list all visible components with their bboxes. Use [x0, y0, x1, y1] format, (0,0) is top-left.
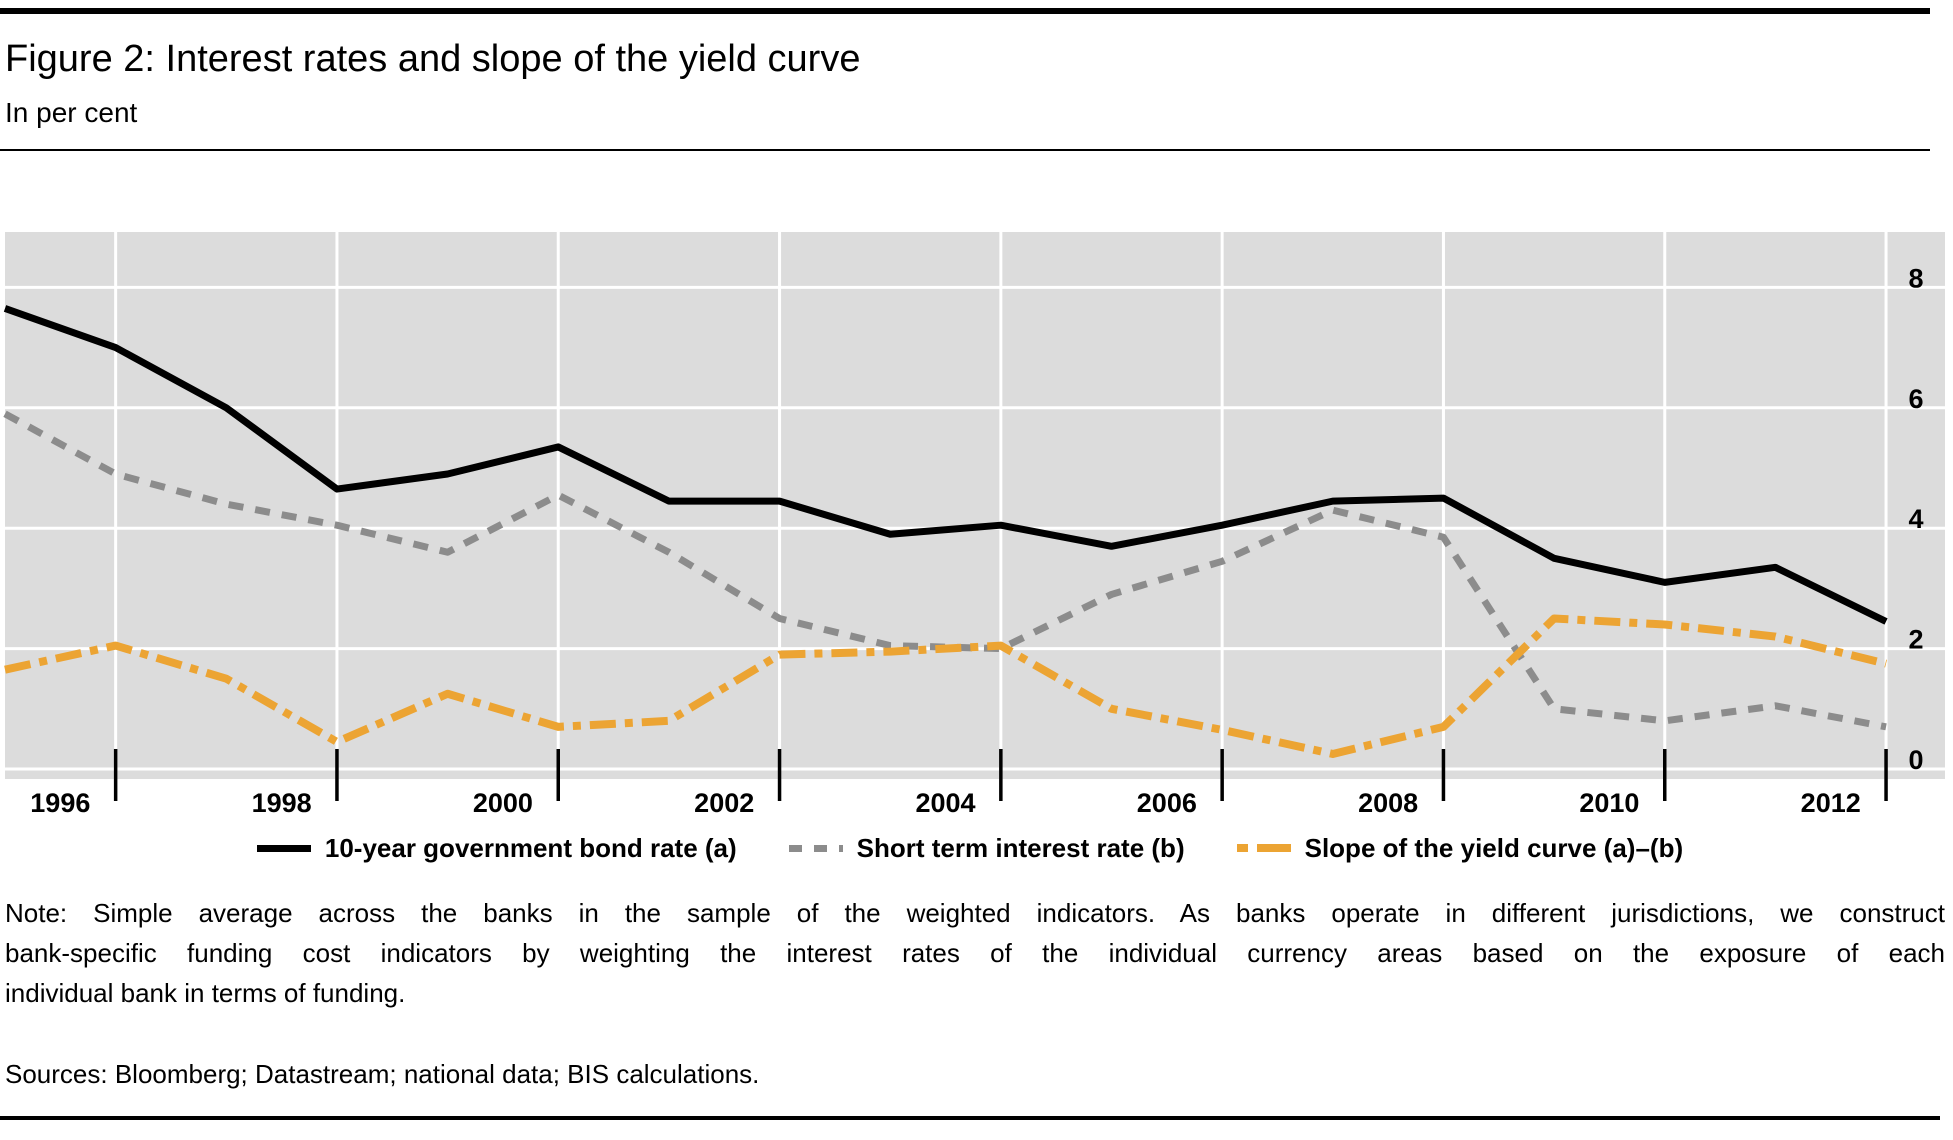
x-axis-label: 2006 — [1137, 788, 1197, 818]
legend-label: 10-year government bond rate (a) — [324, 832, 737, 863]
series-line-2 — [4, 614, 1888, 758]
chart-legend: 10-year government bond rate (a) Short t… — [0, 829, 1940, 867]
solid-line-swatch-icon — [256, 844, 311, 852]
y-axis-label: 6 — [1908, 384, 1923, 414]
y-axis-label: 2 — [1908, 625, 1923, 655]
series-line-1 — [3, 410, 1887, 731]
x-axis-label: 2000 — [473, 788, 533, 818]
dashed-line-swatch-icon — [788, 844, 843, 852]
note-line: individual bank in terms of funding. — [5, 978, 406, 1008]
legend-label: Short term interest rate (b) — [856, 832, 1185, 863]
page-subtitle: In per cent — [5, 97, 138, 128]
x-axis-label: 1996 — [30, 788, 90, 818]
line-chart: 1996 1998 2000 2002 2004 2006 2008 2010 2012 0 2 4 6… — [3, 232, 1945, 818]
header-divider — [0, 149, 1930, 151]
legend-label: Slope of the yield curve (a)–(b) — [1304, 832, 1684, 863]
y-axis-label: 0 — [1908, 745, 1923, 775]
x-axis-label: 2010 — [1579, 788, 1639, 818]
bottom-rule — [0, 1116, 1940, 1120]
legend-item-bond-rate: 10-year government bond rate (a) — [256, 832, 737, 864]
note-line: bank-specific funding cost indicators by… — [5, 938, 1945, 968]
y-axis-label: 8 — [1908, 263, 1923, 293]
sources-text: Sources: Bloomberg; Datastream; national… — [5, 1059, 760, 1089]
note-text: Note: Simple average across the banks in… — [5, 893, 1945, 1013]
y-axis-label: 4 — [1908, 504, 1923, 534]
series-line-0 — [3, 305, 1888, 625]
x-axis-label: 2012 — [1801, 788, 1861, 818]
x-axis-label: 1998 — [252, 788, 312, 818]
legend-item-yield-slope: Slope of the yield curve (a)–(b) — [1236, 832, 1684, 864]
x-axis-label: 2004 — [915, 788, 975, 818]
x-axis-label: 2008 — [1358, 788, 1418, 818]
dashdot-line-swatch-icon — [1236, 844, 1291, 852]
legend-item-short-term-rate: Short term interest rate (b) — [788, 832, 1185, 864]
note-line: Note: Simple average across the banks in… — [5, 898, 1945, 928]
page-title: Figure 2: Interest rates and slope of th… — [5, 38, 861, 80]
plot-area — [5, 232, 1945, 779]
top-rule — [0, 8, 1930, 14]
x-axis-label: 2002 — [694, 788, 754, 818]
